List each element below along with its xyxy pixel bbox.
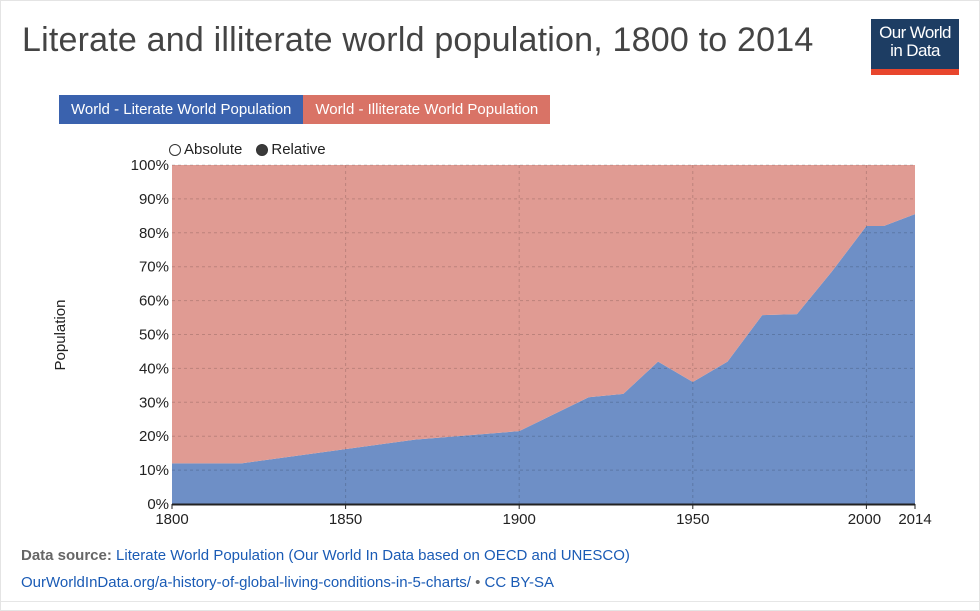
y-tick-label: 80% bbox=[139, 225, 169, 242]
citation-separator: • bbox=[475, 574, 481, 591]
chart-svg: 0% 10% 20% 30% 40% 50% 60% 70% 80% 90% 100% 1800 18… bbox=[52, 157, 932, 528]
legend-item-illiterate[interactable]: World - Illiterate World Population bbox=[303, 95, 551, 124]
absolute-option[interactable]: Absolute bbox=[169, 141, 242, 158]
literate-area bbox=[172, 214, 915, 504]
illiterate-area bbox=[172, 165, 915, 464]
x-tick-label: 2014 bbox=[898, 511, 931, 528]
y-tick-label: 40% bbox=[139, 360, 169, 377]
bottom-divider bbox=[1, 601, 979, 602]
relative-label: Relative bbox=[271, 141, 326, 158]
mode-toggle: Absolute Relative bbox=[169, 141, 340, 158]
logo-line-2: in Data bbox=[890, 41, 940, 60]
y-tick-label: 90% bbox=[139, 191, 169, 208]
chart-title: Literate and illiterate world population… bbox=[22, 21, 814, 59]
y-tick-label: 0% bbox=[147, 496, 169, 513]
legend-item-literate[interactable]: World - Literate World Population bbox=[59, 95, 304, 124]
owid-logo[interactable]: Our World in Data bbox=[871, 19, 959, 75]
citation-url-link[interactable]: OurWorldInData.org/a-history-of-global-l… bbox=[21, 574, 471, 591]
y-tick-label: 30% bbox=[139, 394, 169, 411]
logo-line-1: Our World bbox=[879, 23, 951, 42]
source-link[interactable]: Literate World Population (Our World In … bbox=[116, 547, 630, 564]
relative-option[interactable]: Relative bbox=[256, 141, 326, 158]
x-tick-label: 1850 bbox=[329, 511, 362, 528]
x-tick-label: 1900 bbox=[503, 511, 536, 528]
y-tick-label: 20% bbox=[139, 428, 169, 445]
source-prefix: Data source: bbox=[21, 547, 112, 564]
citation-line: OurWorldInData.org/a-history-of-global-l… bbox=[21, 574, 554, 591]
y-tick-label: 60% bbox=[139, 293, 169, 310]
x-tick-label: 1800 bbox=[155, 511, 188, 528]
data-source: Data source: Literate World Population (… bbox=[21, 547, 630, 564]
x-tick-label: 2000 bbox=[848, 511, 881, 528]
legend: World - Literate World Population World … bbox=[59, 95, 551, 124]
y-tick-label: 50% bbox=[139, 327, 169, 344]
relative-radio-icon[interactable] bbox=[256, 143, 269, 156]
y-tick-label: 10% bbox=[139, 462, 169, 479]
y-axis-label: Population bbox=[52, 300, 69, 371]
y-tick-label: 70% bbox=[139, 259, 169, 276]
license-link[interactable]: CC BY-SA bbox=[484, 574, 554, 591]
absolute-label: Absolute bbox=[184, 141, 243, 158]
y-tick-label: 100% bbox=[131, 157, 169, 174]
absolute-radio-icon[interactable] bbox=[169, 143, 181, 156]
x-tick-label: 1950 bbox=[676, 511, 709, 528]
